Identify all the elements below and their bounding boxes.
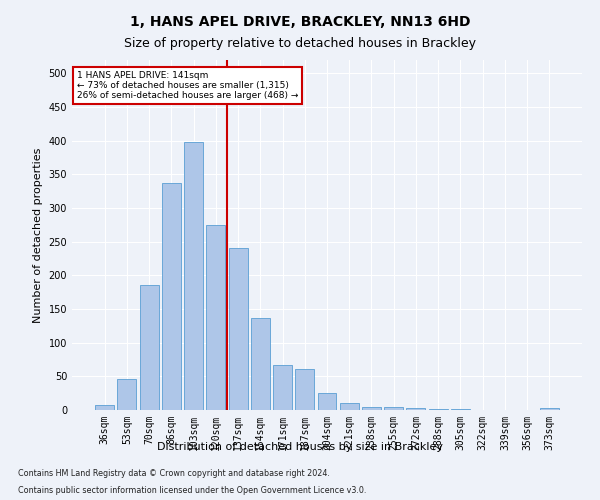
Bar	[317, 392, 337, 410]
Bar	[273, 365, 292, 410]
Bar	[162, 183, 181, 410]
Bar	[295, 369, 314, 410]
Bar	[384, 406, 403, 410]
Bar	[429, 408, 448, 410]
Bar	[206, 225, 225, 410]
Bar	[229, 248, 248, 410]
Text: Contains HM Land Registry data © Crown copyright and database right 2024.: Contains HM Land Registry data © Crown c…	[18, 468, 330, 477]
Bar	[118, 379, 136, 410]
Text: Distribution of detached houses by size in Brackley: Distribution of detached houses by size …	[157, 442, 443, 452]
Text: 1, HANS APEL DRIVE, BRACKLEY, NN13 6HD: 1, HANS APEL DRIVE, BRACKLEY, NN13 6HD	[130, 15, 470, 29]
Text: Size of property relative to detached houses in Brackley: Size of property relative to detached ho…	[124, 38, 476, 51]
Bar	[140, 286, 158, 410]
Y-axis label: Number of detached properties: Number of detached properties	[33, 148, 43, 322]
Bar	[340, 402, 359, 410]
Text: Contains public sector information licensed under the Open Government Licence v3: Contains public sector information licen…	[18, 486, 367, 495]
Bar	[362, 406, 381, 410]
Bar	[406, 408, 425, 410]
Bar	[95, 404, 114, 410]
Bar	[540, 408, 559, 410]
Bar	[184, 142, 203, 410]
Bar	[251, 318, 270, 410]
Text: 1 HANS APEL DRIVE: 141sqm
← 73% of detached houses are smaller (1,315)
26% of se: 1 HANS APEL DRIVE: 141sqm ← 73% of detac…	[77, 70, 298, 101]
